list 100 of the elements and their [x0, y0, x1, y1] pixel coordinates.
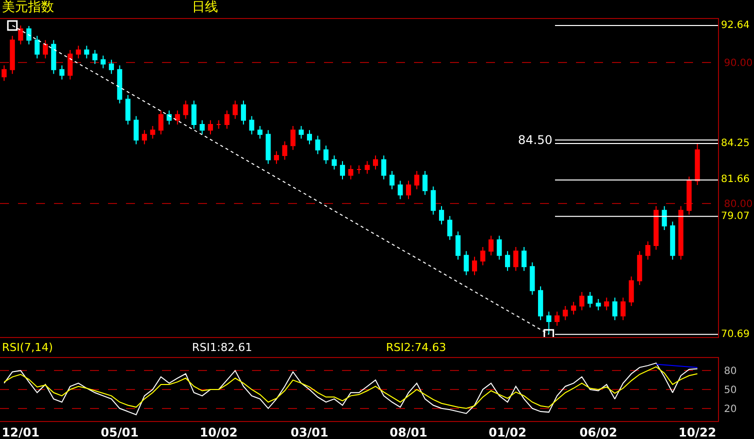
ref-line-label: 84.50 [518, 133, 552, 147]
candlestick [488, 235, 494, 256]
candlestick [134, 116, 139, 145]
candlestick [315, 135, 320, 155]
chart-title: RSI(7,14) [2, 341, 53, 354]
candlestick [108, 59, 114, 74]
candlestick [472, 256, 478, 276]
candlestick [562, 306, 568, 321]
ref-line-label: 81.66 [721, 174, 750, 185]
candlestick [422, 170, 428, 196]
x-tick-label: 10/22 [678, 425, 716, 439]
y-tick-label: 20 [724, 404, 737, 415]
candlestick [68, 49, 73, 80]
candlestick [224, 110, 230, 130]
ref-line-label: 92.64 [721, 20, 750, 31]
candlestick [340, 160, 346, 180]
ref-line-label: 70.69 [721, 329, 750, 340]
candlestick [183, 100, 188, 120]
chart-title: 美元指数 [2, 0, 54, 15]
candlestick [662, 206, 667, 231]
candlestick [456, 230, 461, 260]
candlestick [430, 186, 436, 216]
candlestick [604, 297, 610, 311]
candlestick [364, 160, 370, 174]
candlestick [100, 55, 106, 69]
candlestick [596, 298, 601, 311]
candlestick [117, 64, 122, 104]
candlestick [554, 311, 560, 326]
candlestick [323, 145, 329, 164]
candlestick [34, 35, 40, 59]
candlestick [2, 64, 7, 82]
candlestick [158, 110, 164, 135]
candlestick [125, 94, 130, 126]
candlestick [447, 215, 452, 240]
candlestick [306, 130, 312, 145]
candlestick [414, 170, 420, 190]
candlestick [546, 311, 552, 335]
candlestick [686, 176, 692, 216]
candlestick [249, 116, 254, 135]
x-tick-label: 10/02 [200, 425, 238, 439]
candlestick [381, 154, 386, 180]
candlestick [200, 120, 205, 135]
candlestick [530, 262, 535, 296]
x-tick-label: 05/01 [100, 425, 139, 439]
x-tick-label: 06/02 [579, 425, 618, 439]
candlestick [174, 110, 180, 126]
candlestick [332, 154, 337, 170]
candlestick [694, 143, 700, 186]
y-tick-label: 80.00 [724, 198, 753, 210]
candlestick [678, 206, 684, 260]
y-tick-label: 90.00 [724, 58, 753, 70]
candlestick [496, 235, 502, 260]
candlestick [628, 276, 634, 307]
candlestick [513, 246, 518, 272]
x-tick-label: 12/01 [2, 425, 40, 439]
x-tick-label: 03/01 [290, 425, 328, 439]
candlestick [282, 140, 288, 160]
ref-line-label: 84.25 [721, 138, 750, 149]
candlestick [480, 246, 486, 266]
candlestick [579, 291, 584, 311]
candlestick [356, 164, 362, 174]
candlestick [372, 154, 378, 170]
candlestick [208, 120, 213, 135]
candlestick [76, 45, 81, 59]
candlestick [92, 49, 98, 65]
candlestick [84, 45, 90, 59]
candlestick [522, 246, 527, 272]
candlestick [637, 250, 642, 286]
line-series [4, 366, 698, 409]
candlestick [654, 206, 659, 250]
candlestick [670, 221, 676, 260]
candlestick [645, 240, 650, 260]
candlestick [42, 40, 48, 59]
chart-subtitle: 日线 [192, 0, 218, 15]
candlestick [464, 250, 469, 276]
candlestick [166, 110, 172, 126]
candlestick [505, 250, 510, 272]
candlestick [538, 286, 544, 321]
candlestick [290, 125, 296, 150]
candlestick [571, 301, 576, 315]
candlestick [26, 26, 32, 45]
y-tick-label: 80 [724, 366, 737, 378]
candlestick [150, 125, 156, 140]
candlestick [257, 125, 262, 140]
candlestick [266, 130, 271, 164]
candlestick [612, 297, 618, 321]
x-tick-label: 08/01 [390, 425, 428, 439]
candlestick [398, 180, 403, 200]
candlestick [389, 170, 395, 190]
x-tick-label: 01/02 [488, 425, 526, 439]
y-tick-label: 50 [724, 385, 737, 396]
line-series [4, 362, 698, 416]
text: RSI2:74.63 [386, 341, 446, 354]
candlestick [348, 164, 354, 180]
candlestick [620, 297, 626, 321]
candlestick [216, 120, 222, 130]
candlestick [298, 125, 304, 140]
series-label: RSI1:82.61 [192, 341, 252, 354]
candlestick [142, 130, 147, 145]
ref-line-label: 79.07 [721, 211, 750, 222]
